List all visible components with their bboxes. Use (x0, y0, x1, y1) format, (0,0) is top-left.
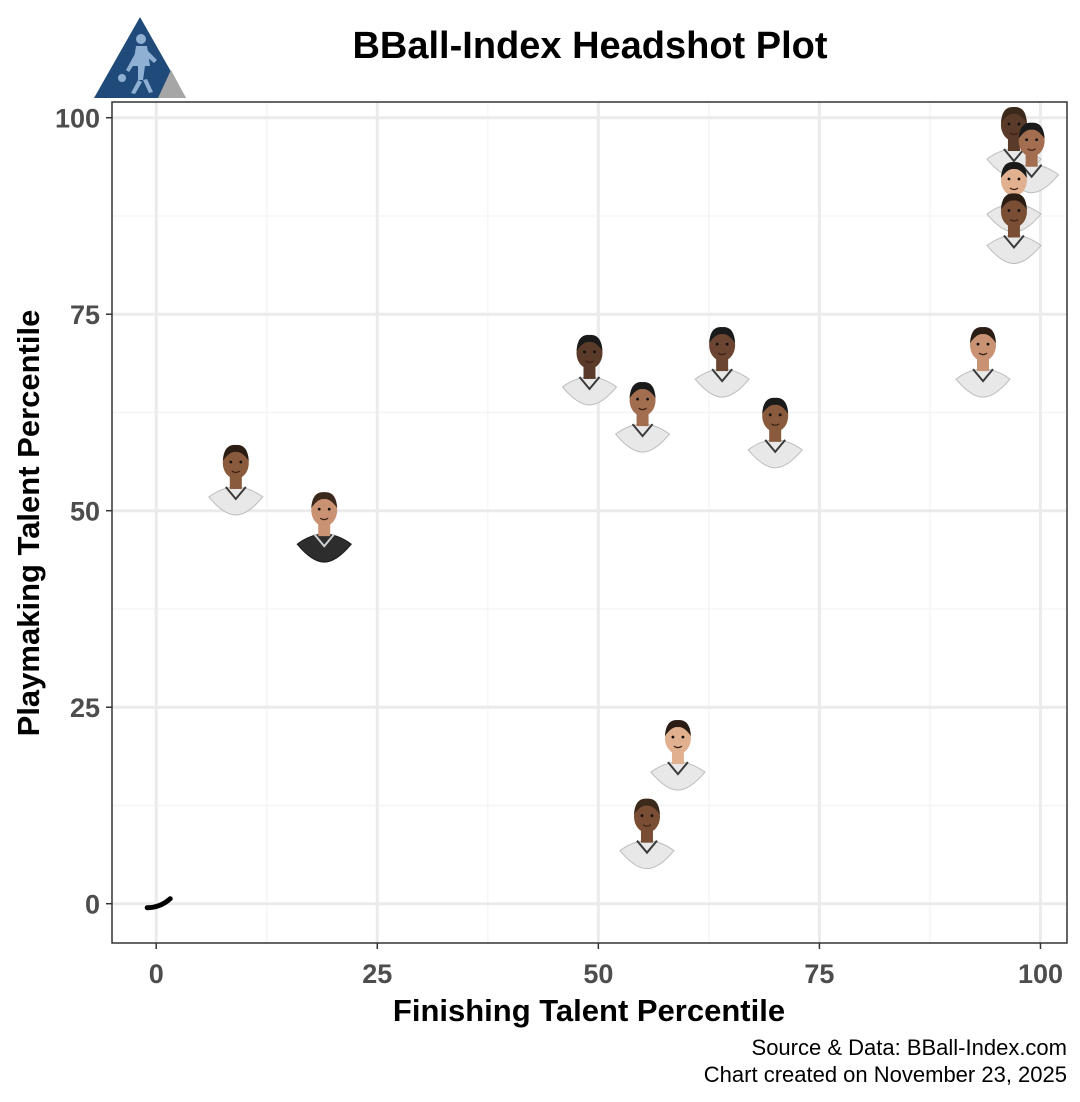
headshot-point (650, 720, 706, 791)
x-tick-label: 100 (1018, 959, 1063, 989)
y-tick-label: 50 (70, 497, 100, 527)
y-tick-label: 0 (85, 890, 100, 920)
headshot-point (694, 327, 750, 398)
y-tick-label: 100 (55, 104, 100, 134)
panel-border (111, 101, 1068, 944)
headshot-point (619, 798, 675, 870)
x-tick-label: 25 (362, 959, 392, 989)
y-axis-ticks: 0 25 50 75 100 (55, 104, 112, 920)
headshot-point (208, 444, 264, 516)
x-tick-label: 0 (149, 959, 164, 989)
x-tick-label: 50 (583, 959, 613, 989)
caption-source: Source & Data: BBall-Index.com (752, 1035, 1067, 1060)
x-tick-label: 75 (804, 959, 834, 989)
caption-date: Chart created on November 23, 2025 (704, 1062, 1067, 1087)
headshot-point (955, 327, 1011, 398)
x-axis-title: Finishing Talent Percentile (393, 993, 785, 1028)
y-tick-label: 75 (70, 300, 100, 330)
headshot-point (144, 896, 173, 911)
brand-logo (94, 17, 186, 98)
data-points (144, 106, 1060, 911)
chart-title: BBall-Index Headshot Plot (352, 25, 827, 67)
y-tick-label: 25 (70, 693, 100, 723)
headshot-point (747, 397, 803, 469)
headshot-point (986, 193, 1042, 264)
x-axis-ticks: 0 25 50 75 100 (149, 943, 1063, 989)
headshot-point (614, 382, 671, 453)
y-axis-title: Playmaking Talent Percentile (11, 310, 46, 737)
headshot-point (296, 492, 352, 563)
grid-lines (112, 102, 1067, 943)
headshot-point (561, 334, 618, 406)
